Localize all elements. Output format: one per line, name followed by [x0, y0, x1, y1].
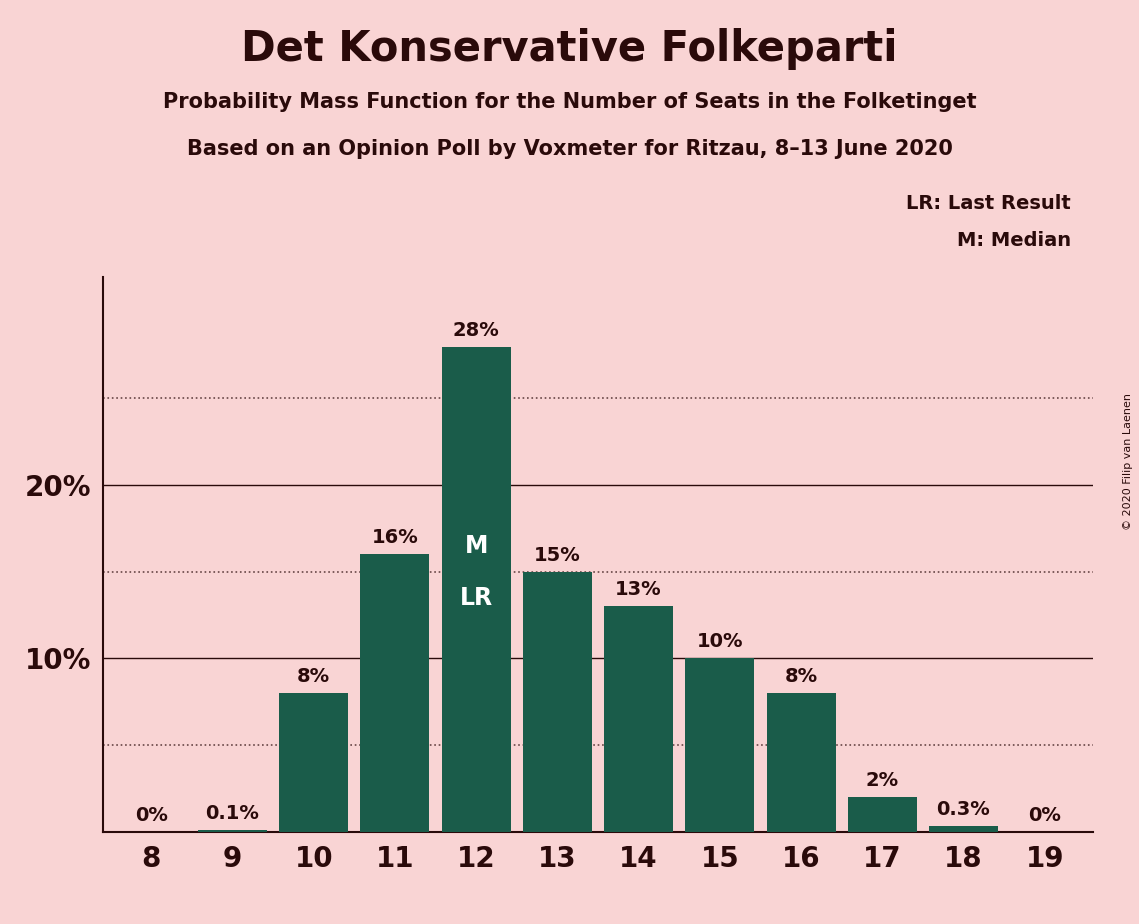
- Text: 0%: 0%: [134, 806, 167, 824]
- Text: 15%: 15%: [534, 546, 581, 565]
- Bar: [442, 346, 510, 832]
- Text: Based on an Opinion Poll by Voxmeter for Ritzau, 8–13 June 2020: Based on an Opinion Poll by Voxmeter for…: [187, 139, 952, 159]
- Text: 2%: 2%: [866, 771, 899, 790]
- Bar: [686, 658, 754, 832]
- Bar: [604, 606, 673, 832]
- Text: LR: LR: [459, 586, 493, 610]
- Text: © 2020 Filip van Laenen: © 2020 Filip van Laenen: [1123, 394, 1133, 530]
- Bar: [767, 693, 836, 832]
- Bar: [847, 796, 917, 832]
- Text: 0%: 0%: [1029, 806, 1062, 824]
- Text: 13%: 13%: [615, 580, 662, 600]
- Text: 10%: 10%: [697, 632, 743, 651]
- Bar: [929, 826, 998, 832]
- Text: 8%: 8%: [297, 667, 330, 686]
- Text: 28%: 28%: [453, 321, 500, 340]
- Text: 0.1%: 0.1%: [205, 804, 260, 823]
- Text: 8%: 8%: [785, 667, 818, 686]
- Bar: [279, 693, 349, 832]
- Text: Probability Mass Function for the Number of Seats in the Folketinget: Probability Mass Function for the Number…: [163, 92, 976, 113]
- Text: 0.3%: 0.3%: [936, 800, 990, 820]
- Bar: [198, 830, 267, 832]
- Text: M: Median: M: Median: [957, 231, 1071, 250]
- Text: M: M: [465, 534, 487, 558]
- Text: LR: Last Result: LR: Last Result: [906, 194, 1071, 213]
- Bar: [523, 572, 592, 832]
- Text: Det Konservative Folkeparti: Det Konservative Folkeparti: [241, 28, 898, 69]
- Text: 16%: 16%: [371, 529, 418, 547]
- Bar: [360, 554, 429, 832]
